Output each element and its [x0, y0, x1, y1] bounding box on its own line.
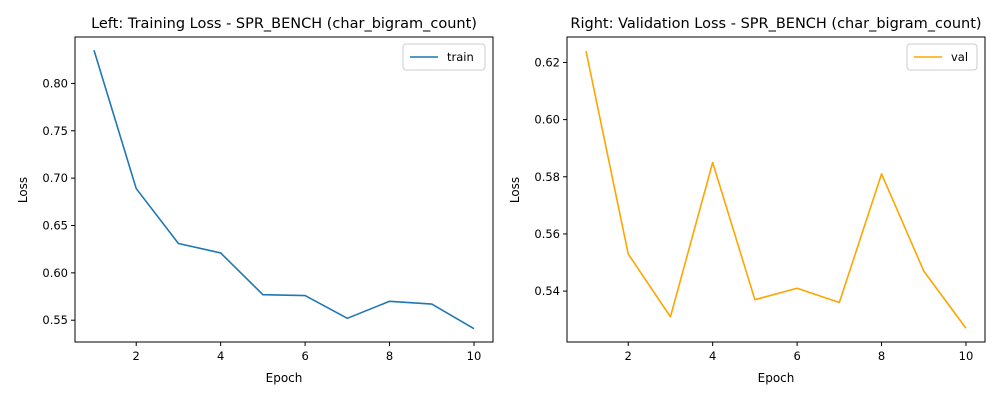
- right-x-tick-label: 8: [878, 349, 885, 363]
- left-y-tick-label: 0.55: [42, 313, 68, 327]
- right-x-tick-label: 10: [959, 349, 974, 363]
- left-series-line-train: [93, 50, 475, 330]
- right-x-tick-label: 6: [793, 349, 800, 363]
- left-y-tick-label: 0.80: [42, 76, 68, 90]
- left-y-tick-label: 0.70: [42, 171, 68, 185]
- right-legend: val: [906, 43, 978, 71]
- right-y-axis-label: Loss: [508, 177, 522, 203]
- left-x-axis-label: Epoch: [266, 371, 303, 385]
- left-y-tick-label: 0.60: [42, 266, 68, 280]
- left-plot-frame: [74, 36, 494, 343]
- left-x-tick-label: 6: [301, 349, 308, 363]
- right-y-tick-label: 0.60: [534, 113, 560, 127]
- right-x-tick-label: 2: [625, 349, 632, 363]
- left-legend: train: [402, 43, 486, 71]
- left-x-tick-label: 2: [133, 349, 140, 363]
- left-x-tick-label: 4: [217, 349, 224, 363]
- left-x-tick-label: 10: [467, 349, 482, 363]
- right-x-axis-label: Epoch: [758, 371, 795, 385]
- left-chart: Left: Training Loss - SPR_BENCH (char_bi…: [16, 16, 494, 385]
- left-chart-title: Left: Training Loss - SPR_BENCH (char_bi…: [91, 16, 477, 32]
- right-y-tick-label: 0.54: [534, 284, 560, 298]
- right-y-tick-label: 0.58: [534, 170, 560, 184]
- right-y-tick-label: 0.56: [534, 227, 560, 241]
- right-series-line-val: [585, 50, 967, 329]
- left-x-tick-label: 8: [386, 349, 393, 363]
- right-plot-frame: [566, 36, 986, 343]
- right-chart: Right: Validation Loss - SPR_BENCH (char…: [508, 16, 986, 385]
- left-legend-label: train: [447, 50, 474, 64]
- left-y-tick-label: 0.65: [42, 218, 68, 232]
- right-y-tick-label: 0.62: [534, 55, 560, 69]
- right-legend-label: val: [951, 50, 968, 64]
- left-y-axis-label: Loss: [16, 177, 30, 203]
- right-chart-title: Right: Validation Loss - SPR_BENCH (char…: [570, 16, 981, 32]
- right-x-tick-label: 4: [709, 349, 716, 363]
- left-y-tick-label: 0.75: [42, 124, 68, 138]
